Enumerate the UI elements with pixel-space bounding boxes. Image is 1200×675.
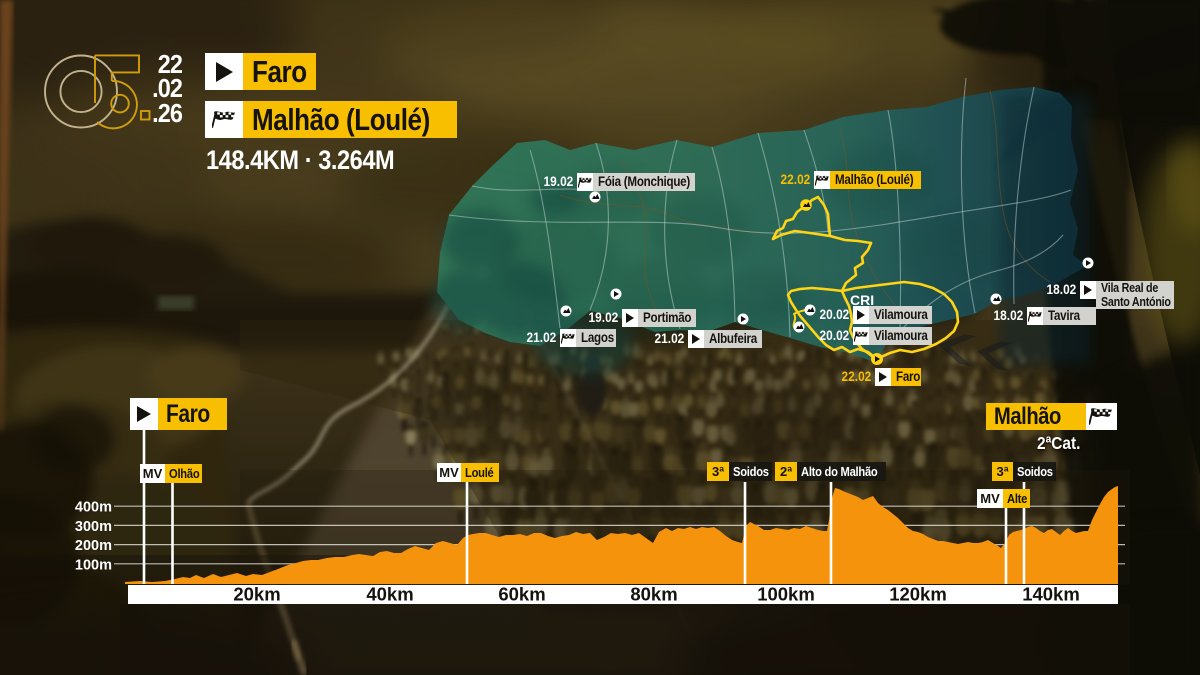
svg-text:200m: 200m — [75, 539, 112, 555]
svg-text:200m: 200m — [75, 538, 112, 554]
svg-text:100km: 100km — [757, 584, 815, 605]
svg-text:120km: 120km — [889, 584, 947, 605]
svg-text:40km: 40km — [366, 584, 413, 605]
svg-text:300m: 300m — [75, 520, 112, 536]
svg-text:20km: 20km — [233, 584, 280, 605]
svg-text:60km: 60km — [498, 584, 545, 605]
svg-text:400m: 400m — [75, 500, 112, 516]
svg-text:140km: 140km — [1022, 584, 1080, 605]
svg-text:300m: 300m — [75, 519, 112, 535]
svg-text:100m: 100m — [75, 558, 112, 574]
svg-text:80km: 80km — [630, 584, 677, 605]
svg-text:100m: 100m — [75, 557, 112, 573]
svg-text:400m: 400m — [75, 501, 112, 517]
